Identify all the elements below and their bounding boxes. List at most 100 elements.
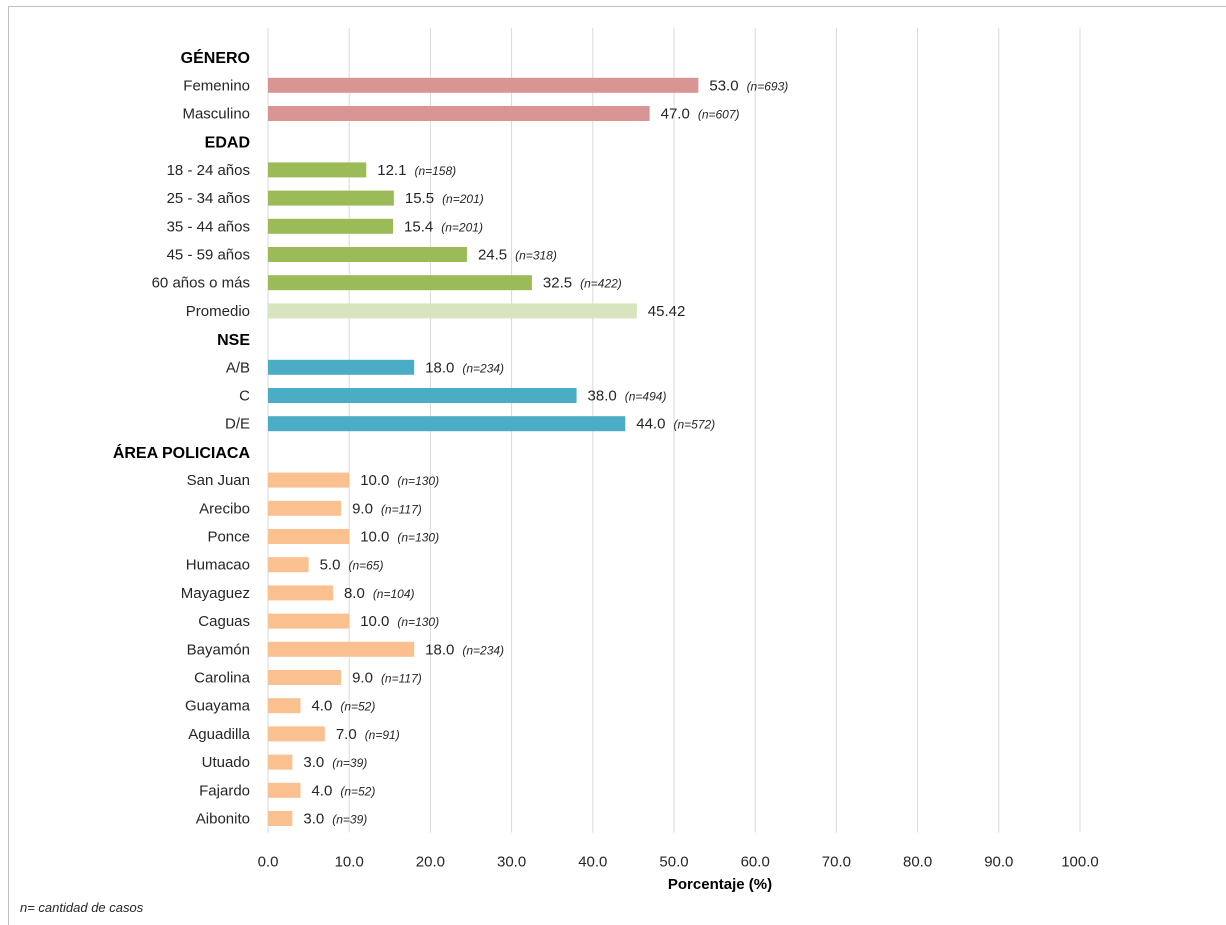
bar: [268, 162, 367, 178]
data-label: 5.0: [320, 557, 341, 574]
x-axis-title: Porcentaje (%): [668, 876, 772, 893]
category-label: 18 - 24 años: [167, 162, 250, 179]
data-label: 7.0: [336, 726, 357, 743]
category-label: Utuado: [202, 754, 250, 771]
case-count-label: (n=158): [414, 164, 456, 178]
bar: [268, 500, 342, 516]
x-tick-label: 70.0: [822, 854, 851, 871]
bar: [268, 472, 350, 488]
data-label: 8.0: [344, 585, 365, 602]
category-label: Arecibo: [199, 500, 250, 517]
x-tick-label: 30.0: [497, 854, 526, 871]
x-tick-label: 100.0: [1061, 854, 1099, 871]
bar: [268, 782, 301, 798]
data-label: 3.0: [303, 811, 324, 828]
bar: [268, 698, 301, 714]
group-title: ÁREA POLICIACA: [113, 443, 251, 462]
case-count-label: (n=52): [340, 784, 375, 798]
category-label: Humacao: [186, 557, 250, 574]
case-count-label: (n=318): [515, 249, 557, 263]
case-count-label: (n=422): [580, 277, 622, 291]
category-label: 35 - 44 años: [167, 218, 250, 235]
bar: [268, 218, 394, 234]
bar: [268, 613, 350, 629]
data-label: 9.0: [352, 670, 373, 687]
category-label: Ponce: [207, 529, 250, 546]
data-label: 44.0: [636, 416, 665, 433]
data-label: 38.0: [588, 388, 617, 405]
case-count-label: (n=201): [442, 192, 484, 206]
category-label: Guayama: [185, 698, 251, 715]
x-tick-label: 20.0: [416, 854, 445, 871]
category-label: San Juan: [187, 472, 250, 489]
bar: [268, 416, 626, 432]
case-count-label: (n=494): [625, 390, 667, 404]
case-count-label: (n=693): [747, 79, 789, 93]
category-label: Carolina: [194, 670, 251, 687]
category-label: Caguas: [198, 613, 250, 630]
category-label: Aibonito: [196, 811, 250, 828]
category-label: Mayaguez: [181, 585, 250, 602]
data-label: 4.0: [311, 698, 332, 715]
category-label: 60 años o más: [152, 275, 250, 292]
data-label: 24.5: [478, 247, 507, 264]
data-label: 10.0: [360, 529, 389, 546]
category-label: D/E: [225, 416, 250, 433]
bar: [268, 77, 699, 93]
bar: [268, 641, 415, 657]
x-tick-label: 50.0: [659, 854, 688, 871]
category-label: Bayamón: [187, 641, 250, 658]
case-count-label: (n=52): [340, 700, 375, 714]
data-label: 15.5: [405, 190, 434, 207]
category-label: A/B: [226, 359, 250, 376]
bar: [268, 811, 293, 826]
case-count-label: (n=234): [462, 643, 504, 657]
x-tick-label: 0.0: [258, 854, 279, 871]
category-label: 45 - 59 años: [167, 247, 250, 264]
data-label: 10.0: [360, 613, 389, 630]
case-count-label: (n=234): [462, 361, 504, 375]
category-label: Promedio: [186, 303, 250, 320]
x-tick-label: 90.0: [984, 854, 1013, 871]
group-title: NSE: [217, 332, 250, 349]
bar: [268, 388, 577, 403]
data-label: 15.4: [404, 218, 433, 235]
case-count-label: (n=91): [365, 728, 400, 742]
data-label: 47.0: [661, 106, 690, 123]
bar: [268, 557, 309, 573]
category-label: Aguadilla: [188, 726, 250, 743]
footnote: n= cantidad de casos: [20, 900, 144, 915]
bar: [268, 726, 325, 742]
bar: [268, 247, 467, 262]
case-count-label: (n=39): [332, 813, 367, 827]
bar: [268, 190, 394, 206]
case-count-label: (n=104): [373, 587, 415, 601]
data-label: 4.0: [311, 782, 332, 799]
data-label: 45.42: [648, 303, 686, 320]
bar: [268, 529, 350, 544]
group-title: EDAD: [205, 135, 250, 152]
category-label: Masculino: [182, 106, 250, 123]
bar: [268, 106, 650, 121]
bar: [268, 670, 342, 685]
data-label: 53.0: [709, 77, 738, 94]
data-label: 18.0: [425, 641, 454, 658]
x-tick-label: 10.0: [335, 854, 364, 871]
x-tick-label: 60.0: [741, 854, 770, 871]
bar: [268, 754, 293, 770]
bar: [268, 303, 637, 319]
x-tick-label: 80.0: [903, 854, 932, 871]
x-tick-label: 40.0: [578, 854, 607, 871]
case-count-label: (n=117): [381, 502, 422, 516]
data-label: 18.0: [425, 359, 454, 376]
chart-frame: [8, 6, 1226, 925]
category-label: Fajardo: [199, 782, 250, 799]
case-count-label: (n=130): [397, 531, 439, 545]
chart-rows: GÉNERO Femenino 53.0 (n=693) Masculino 47.0 (n…: [113, 48, 788, 827]
case-count-label: (n=65): [348, 559, 383, 573]
case-count-label: (n=117): [381, 672, 422, 686]
bar: [268, 359, 415, 375]
group-title: GÉNERO: [181, 48, 250, 67]
data-label: 9.0: [352, 500, 373, 517]
